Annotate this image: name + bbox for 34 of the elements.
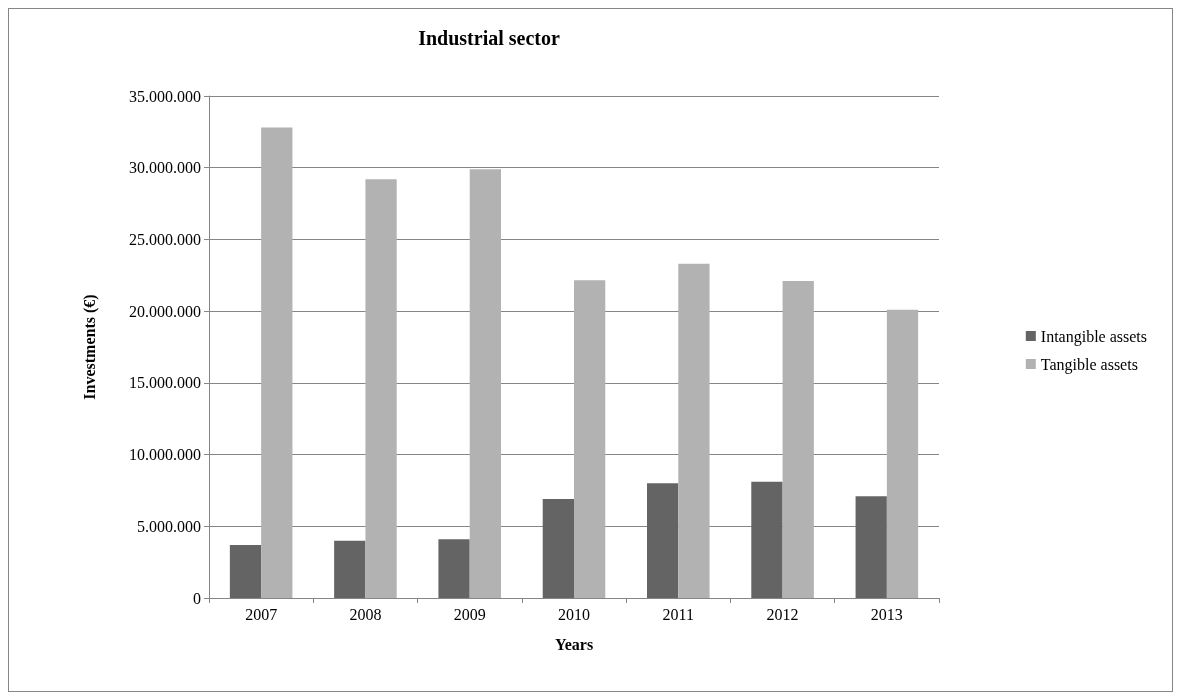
bar: [365, 179, 397, 598]
chart-title: Industrial sector: [418, 27, 560, 49]
legend-label: Intangible assets: [1040, 327, 1148, 346]
y-tick-label: 35.000.000: [129, 87, 201, 105]
y-tick-label: 20.000.000: [129, 302, 201, 320]
bar: [574, 280, 606, 598]
bar: [542, 499, 574, 598]
bar: [855, 496, 887, 598]
y-tick-label: 25.000.000: [129, 230, 201, 248]
x-tick-label: 2007: [245, 605, 278, 623]
y-tick-label: 5.000.000: [137, 517, 201, 535]
x-tick-label: 2008: [349, 605, 382, 623]
bar: [261, 127, 293, 598]
y-axis-title: Investments (€): [80, 294, 99, 400]
x-axis-title: Years: [554, 635, 594, 653]
bar: [678, 263, 710, 598]
bar: [334, 540, 366, 598]
y-tick-label: 0: [193, 589, 201, 607]
y-tick-label: 30.000.000: [129, 159, 201, 177]
y-tick-label: 15.000.000: [129, 374, 201, 392]
x-tick-label: 2010: [558, 605, 590, 623]
y-tick-label: 10.000.000: [129, 446, 201, 464]
x-tick-label: 2012: [766, 605, 799, 623]
bar: [229, 544, 262, 598]
bar: [438, 539, 470, 598]
x-tick-label: 2013: [870, 605, 903, 623]
bar: [469, 169, 501, 598]
bar: [647, 483, 679, 598]
legend-label: Tangible assets: [1040, 355, 1138, 374]
bar: [782, 281, 814, 598]
x-tick-label: 2009: [453, 605, 486, 623]
bar: [886, 309, 919, 598]
x-tick-label: 2011: [662, 605, 694, 623]
bar: [751, 481, 783, 598]
